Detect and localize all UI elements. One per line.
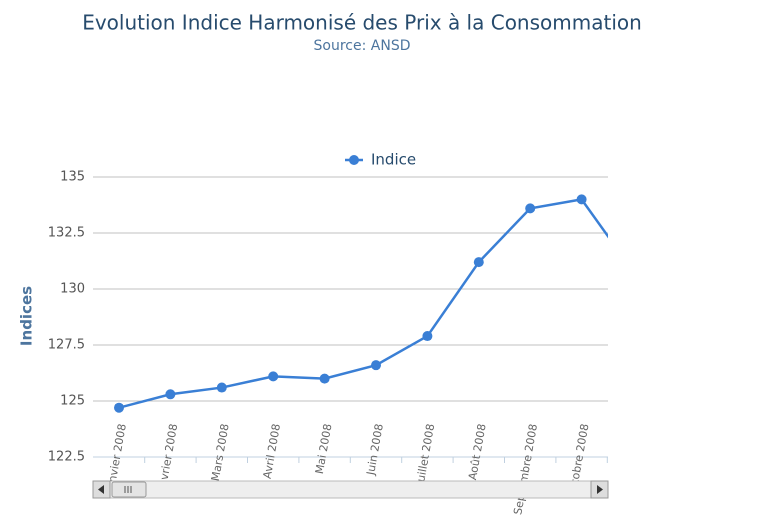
y-tick-label: 135	[60, 170, 85, 185]
chart-title: Evolution Indice Harmonisé des Prix à la…	[82, 11, 642, 35]
legend-item[interactable]: Indice	[345, 151, 416, 169]
data-point	[525, 203, 536, 214]
legend-label: Indice	[371, 151, 416, 169]
x-tick-label: Août 2008	[466, 423, 489, 481]
data-point	[114, 402, 124, 413]
x-tick-label: Mars 2008	[209, 423, 232, 482]
series-line	[118, 198, 608, 409]
x-tick-label: Mai 2008	[313, 423, 335, 475]
arrow-left	[98, 485, 104, 494]
y-tick-label: 122.5	[48, 450, 85, 465]
data-point	[628, 266, 638, 276]
scroll-track	[92, 480, 609, 499]
thumb-grip	[124, 486, 132, 493]
data-point	[268, 371, 279, 382]
y-axis-title: Indices	[18, 286, 36, 346]
data-point	[165, 389, 176, 400]
x-tick-label: Avril 2008	[261, 423, 283, 480]
scrollbar[interactable]	[92, 480, 609, 499]
data-point	[319, 373, 330, 384]
x-tick-label: Juin 2008	[364, 423, 386, 477]
x-tick-label: Juillet 2008	[414, 423, 438, 487]
x-tick-label: Septembre 2008	[511, 423, 540, 516]
legend-marker	[349, 155, 359, 165]
data-point	[422, 331, 433, 342]
y-tick-label: 130	[60, 282, 85, 297]
data-point	[576, 194, 587, 205]
y-tick-label: 125	[60, 394, 85, 409]
chart-subtitle: Source: ANSD	[314, 38, 411, 54]
data-point	[473, 257, 484, 268]
scroll-thumb[interactable]	[111, 481, 147, 498]
data-point	[371, 360, 381, 371]
y-tick-label: 132.5	[48, 226, 85, 241]
y-tick-label: 127.5	[48, 338, 85, 353]
arrow-right	[597, 485, 603, 494]
data-point	[216, 382, 227, 393]
